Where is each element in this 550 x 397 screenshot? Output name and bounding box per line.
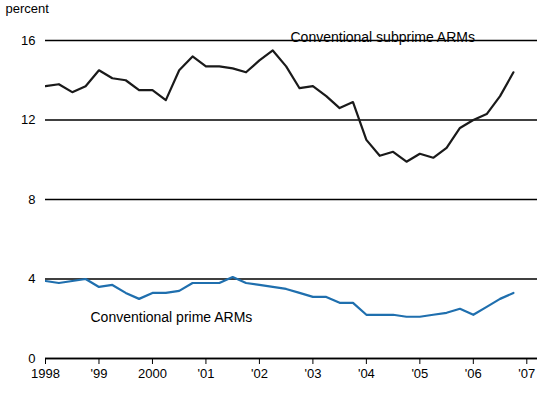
svg-text:1998: 1998	[31, 366, 60, 381]
svg-text:'99: '99	[91, 366, 108, 381]
svg-text:percent: percent	[6, 1, 50, 16]
svg-text:'02: '02	[251, 366, 268, 381]
svg-text:2000: 2000	[138, 366, 167, 381]
svg-text:'05: '05	[411, 366, 428, 381]
svg-text:12: 12	[21, 112, 35, 127]
svg-text:16: 16	[21, 33, 35, 48]
svg-text:4: 4	[28, 271, 35, 286]
svg-text:8: 8	[28, 192, 35, 207]
svg-text:'04: '04	[358, 366, 375, 381]
svg-text:'03: '03	[304, 366, 321, 381]
svg-text:0: 0	[28, 351, 35, 366]
svg-text:'06: '06	[465, 366, 482, 381]
svg-text:'07: '07	[518, 366, 535, 381]
svg-text:Conventional subprime ARMs: Conventional subprime ARMs	[291, 29, 475, 45]
svg-text:Conventional prime ARMs: Conventional prime ARMs	[91, 309, 253, 325]
svg-text:'01: '01	[197, 366, 214, 381]
